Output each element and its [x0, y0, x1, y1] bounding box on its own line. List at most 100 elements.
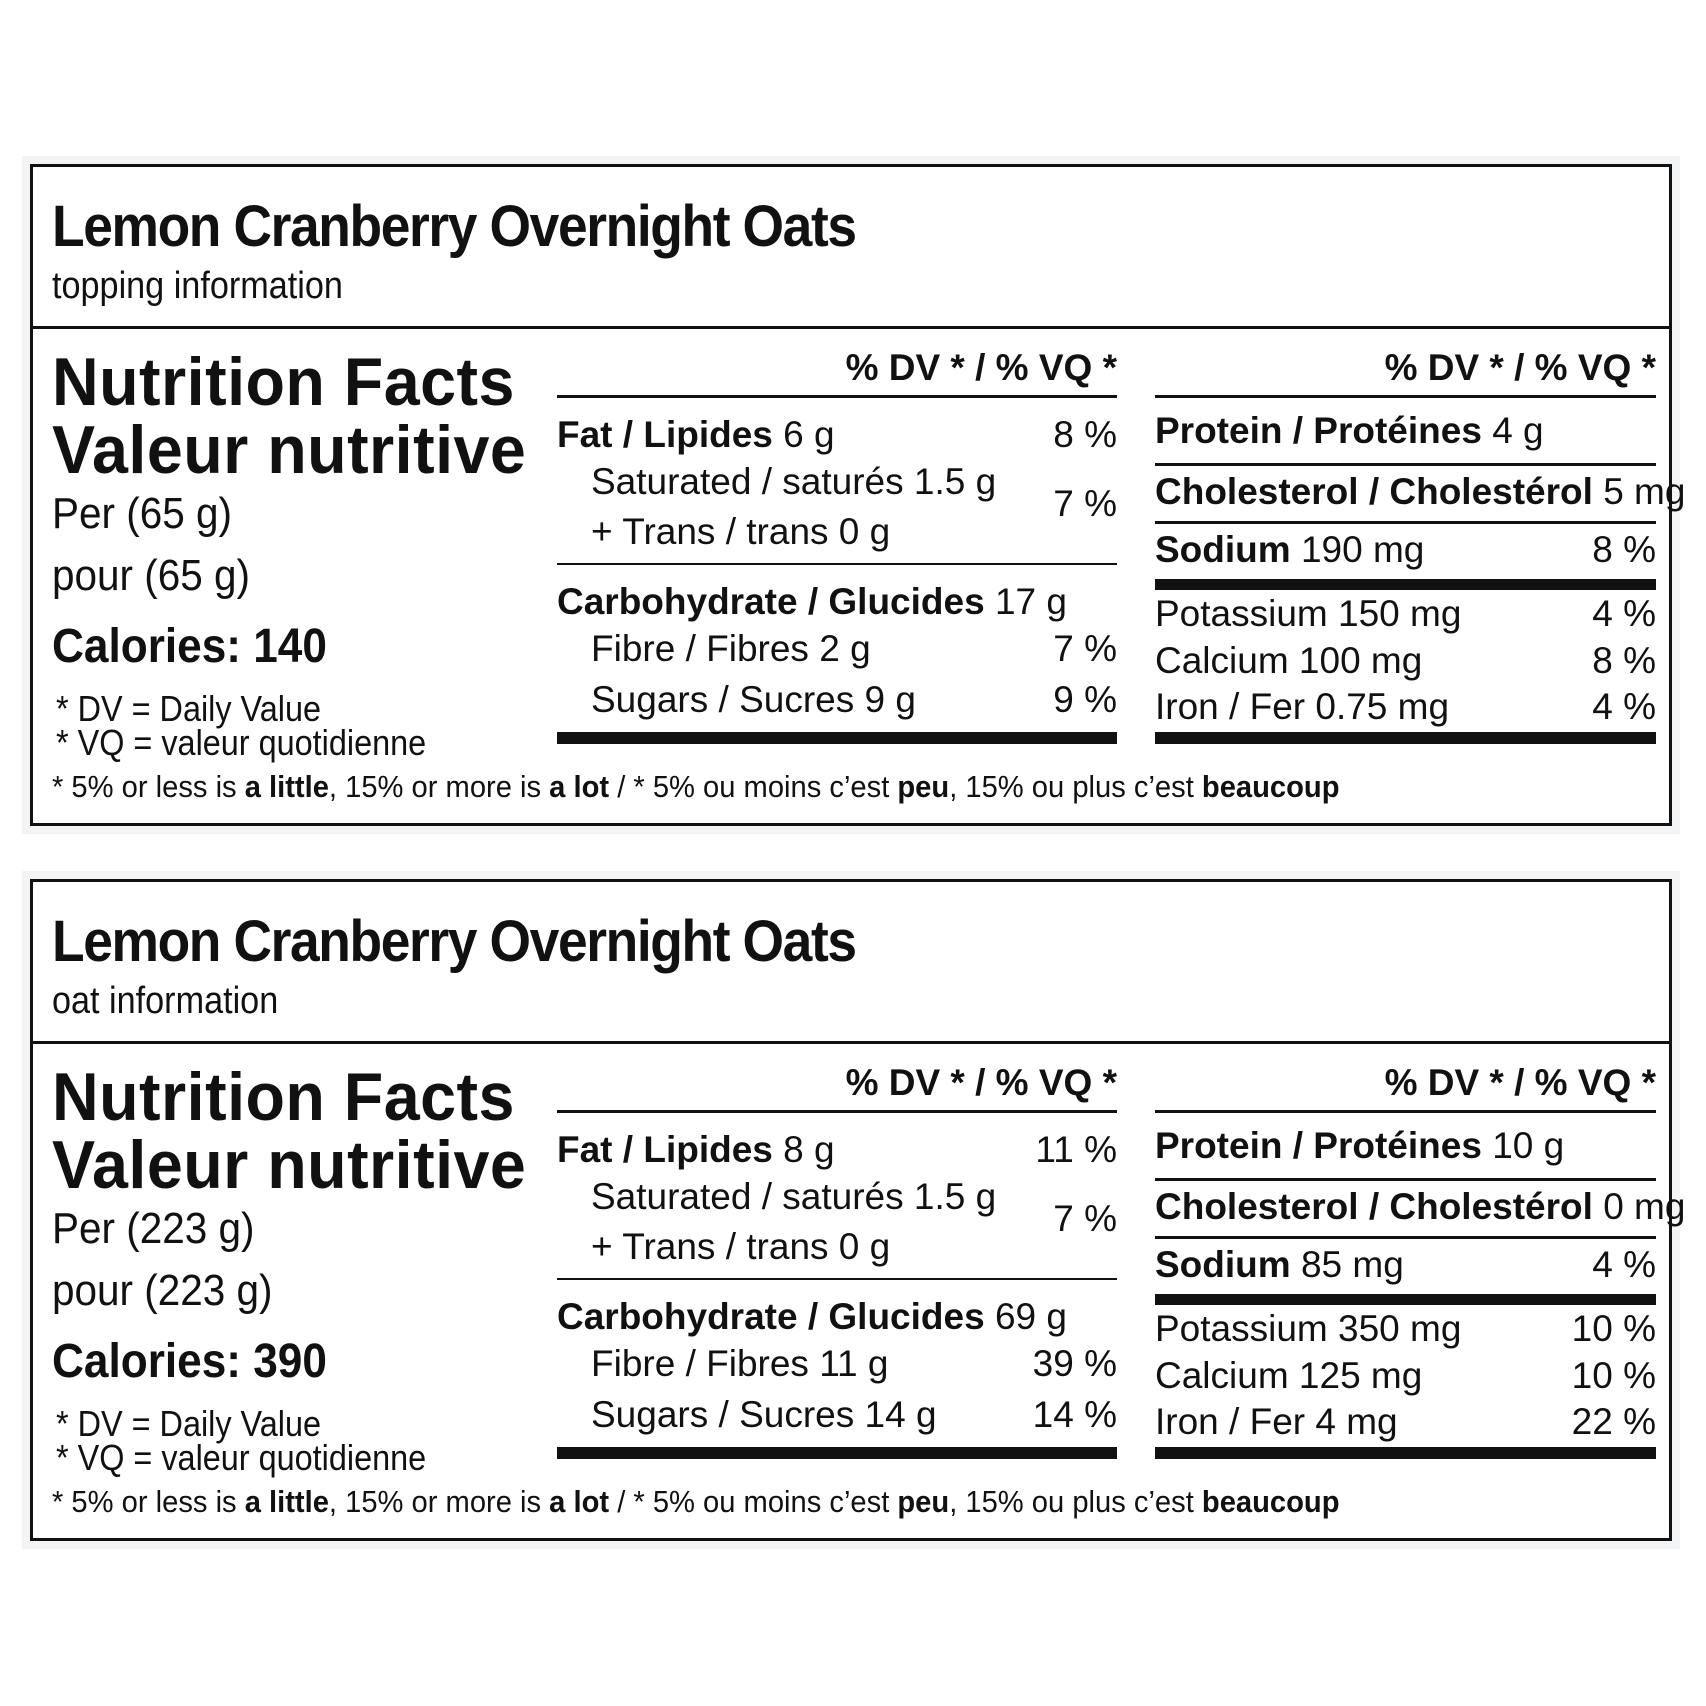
trans-row: + Trans / trans 0 g: [557, 511, 1117, 555]
nutrient-label: Iron / Fer 0.75 mg: [1155, 686, 1450, 727]
nutrient-dv: 8 %: [1592, 529, 1656, 570]
nutrient-dv: 39 %: [1032, 1343, 1117, 1384]
divider: [1155, 1178, 1656, 1181]
fat-row: Fat / Lipides 6 g 8 %: [557, 414, 1117, 458]
nutrient-amount: 6 g: [783, 414, 835, 455]
nutrient-dv: 7 %: [1053, 1198, 1117, 1239]
dv-footnote: * 5% or less is a little, 15% or more is…: [52, 1484, 1340, 1519]
saturated-row: Saturated / saturés 1.5 g: [557, 461, 1117, 505]
dv-footnote: * 5% or less is a little, 15% or more is…: [52, 769, 1340, 804]
calcium-row: Calcium 100 mg 8 %: [1155, 640, 1656, 684]
divider: [1155, 463, 1656, 466]
label-header: Lemon Cranberry Overnight Oats oat infor…: [33, 882, 1669, 1044]
divider: [1155, 1110, 1656, 1113]
legend-vq: * VQ = valeur quotidienne: [56, 1437, 427, 1478]
nutrient-dv: 4 %: [1592, 593, 1656, 634]
nutrient-name: Carbohydrate / Glucides: [557, 581, 985, 622]
cholesterol-row: Cholesterol / Cholestérol 5 mg: [1155, 471, 1685, 515]
carbohydrate-row: Carbohydrate / Glucides 17 g: [557, 581, 1117, 625]
nutrient-dv: 8 %: [1592, 640, 1656, 681]
protein-row: Protein / Protéines 4 g: [1155, 410, 1656, 454]
divider: [1155, 1236, 1656, 1239]
nutrition-facts-panel: Nutrition Facts Valeur nutritive Per (65…: [33, 329, 1685, 823]
heading-french: Valeur nutritive: [52, 412, 527, 488]
divider: [557, 1278, 1117, 1280]
nutrient-label: Calcium 125 mg: [1155, 1355, 1423, 1396]
nutrient-label: Saturated / saturés 1.5 g: [591, 1176, 997, 1217]
nutrient-dv: 4 %: [1592, 1244, 1656, 1285]
protein-minerals-column: % DV * / % VQ * Protein / Protéines 10 g…: [1155, 1044, 1685, 1538]
thick-divider: [1155, 579, 1656, 590]
nutrient-amount: 4 g: [1492, 410, 1544, 451]
nutrient-dv: 4 %: [1592, 686, 1656, 727]
divider: [1155, 521, 1656, 524]
nutrient-name: Cholesterol / Cholestérol: [1155, 1186, 1593, 1227]
product-title: Lemon Cranberry Overnight Oats: [52, 194, 857, 259]
dv-header: % DV * / % VQ *: [1384, 347, 1656, 388]
fat-carb-column: % DV * / % VQ * Fat / Lipides 6 g 8 % Sa…: [557, 329, 1117, 823]
heading-english: Nutrition Facts: [52, 1059, 515, 1135]
nutrient-label: Potassium 350 mg: [1155, 1308, 1462, 1349]
summary-column: Nutrition Facts Valeur nutritive Per (65…: [52, 329, 572, 823]
nutrient-dv: 7 %: [1053, 483, 1117, 524]
iron-row: Iron / Fer 4 mg 22 %: [1155, 1401, 1656, 1445]
fibre-row: Fibre / Fibres 2 g 7 %: [557, 628, 1117, 672]
nutrient-label: Fibre / Fibres 2 g: [591, 628, 871, 669]
divider: [557, 395, 1117, 398]
carbohydrate-row: Carbohydrate / Glucides 69 g: [557, 1296, 1117, 1340]
legend-dv: * DV = Daily Value: [56, 688, 322, 729]
nutrient-label: + Trans / trans 0 g: [591, 511, 891, 552]
nutrient-dv: 9 %: [1053, 679, 1117, 720]
dv-header: % DV * / % VQ *: [845, 347, 1117, 388]
nutrient-label: Saturated / saturés 1.5 g: [591, 461, 997, 502]
thick-divider: [557, 1447, 1117, 1459]
nutrient-dv: 8 %: [1053, 414, 1117, 455]
nutrient-label: Sugars / Sucres 9 g: [591, 679, 916, 720]
divider: [1155, 395, 1656, 398]
nutrient-name: Fat / Lipides: [557, 1129, 773, 1170]
potassium-row: Potassium 150 mg 4 %: [1155, 593, 1656, 637]
cholesterol-row: Cholesterol / Cholestérol 0 mg: [1155, 1186, 1685, 1230]
heading-english: Nutrition Facts: [52, 344, 515, 420]
nutrient-amount: 10 g: [1492, 1125, 1565, 1166]
nutrient-amount: 8 g: [783, 1129, 835, 1170]
nutrient-amount: 190 mg: [1300, 529, 1425, 570]
heading-french: Valeur nutritive: [52, 1127, 527, 1203]
sugars-row: Sugars / Sucres 14 g 14 %: [557, 1394, 1117, 1438]
sodium-row: Sodium 190 mg 8 %: [1155, 529, 1656, 573]
serving-size-french: pour (65 g): [52, 551, 251, 600]
serving-size-english: Per (223 g): [52, 1204, 255, 1253]
nutrient-name: Carbohydrate / Glucides: [557, 1296, 985, 1337]
iron-row: Iron / Fer 0.75 mg 4 %: [1155, 686, 1656, 730]
thick-divider: [1155, 732, 1656, 744]
fat-carb-column: % DV * / % VQ * Fat / Lipides 8 g 11 % S…: [557, 1044, 1117, 1538]
nutrient-name: Protein / Protéines: [1155, 410, 1482, 451]
nutrient-name: Protein / Protéines: [1155, 1125, 1482, 1166]
label-header: Lemon Cranberry Overnight Oats topping i…: [33, 167, 1669, 329]
nutrient-dv: 10 %: [1571, 1355, 1656, 1396]
divider: [557, 1110, 1117, 1113]
sodium-row: Sodium 85 mg 4 %: [1155, 1244, 1656, 1288]
product-title: Lemon Cranberry Overnight Oats: [52, 909, 857, 974]
divider: [557, 563, 1117, 565]
sugars-row: Sugars / Sucres 9 g 9 %: [557, 679, 1117, 723]
fibre-row: Fibre / Fibres 11 g 39 %: [557, 1343, 1117, 1387]
nutrient-amount: 69 g: [994, 1296, 1067, 1337]
fat-row: Fat / Lipides 8 g 11 %: [557, 1129, 1117, 1173]
legend-vq: * VQ = valeur quotidienne: [56, 722, 427, 763]
serving-size-english: Per (65 g): [52, 489, 232, 538]
nutrient-label: Potassium 150 mg: [1155, 593, 1462, 634]
calories: Calories: 390: [52, 1335, 327, 1388]
thick-divider: [557, 732, 1117, 744]
dv-header: % DV * / % VQ *: [845, 1062, 1117, 1103]
nutrient-name: Fat / Lipides: [557, 414, 773, 455]
calories: Calories: 140: [52, 620, 327, 673]
legend-dv: * DV = Daily Value: [56, 1403, 322, 1444]
nutrition-facts-panel: Nutrition Facts Valeur nutritive Per (22…: [33, 1044, 1685, 1538]
nutrient-dv: 22 %: [1571, 1401, 1656, 1442]
nutrient-amount: 0 mg: [1603, 1186, 1686, 1227]
nutrient-label: Calcium 100 mg: [1155, 640, 1423, 681]
nutrient-name: Sodium: [1155, 529, 1291, 570]
nutrient-label: + Trans / trans 0 g: [591, 1226, 891, 1267]
nutrient-label: Iron / Fer 4 mg: [1155, 1401, 1398, 1442]
